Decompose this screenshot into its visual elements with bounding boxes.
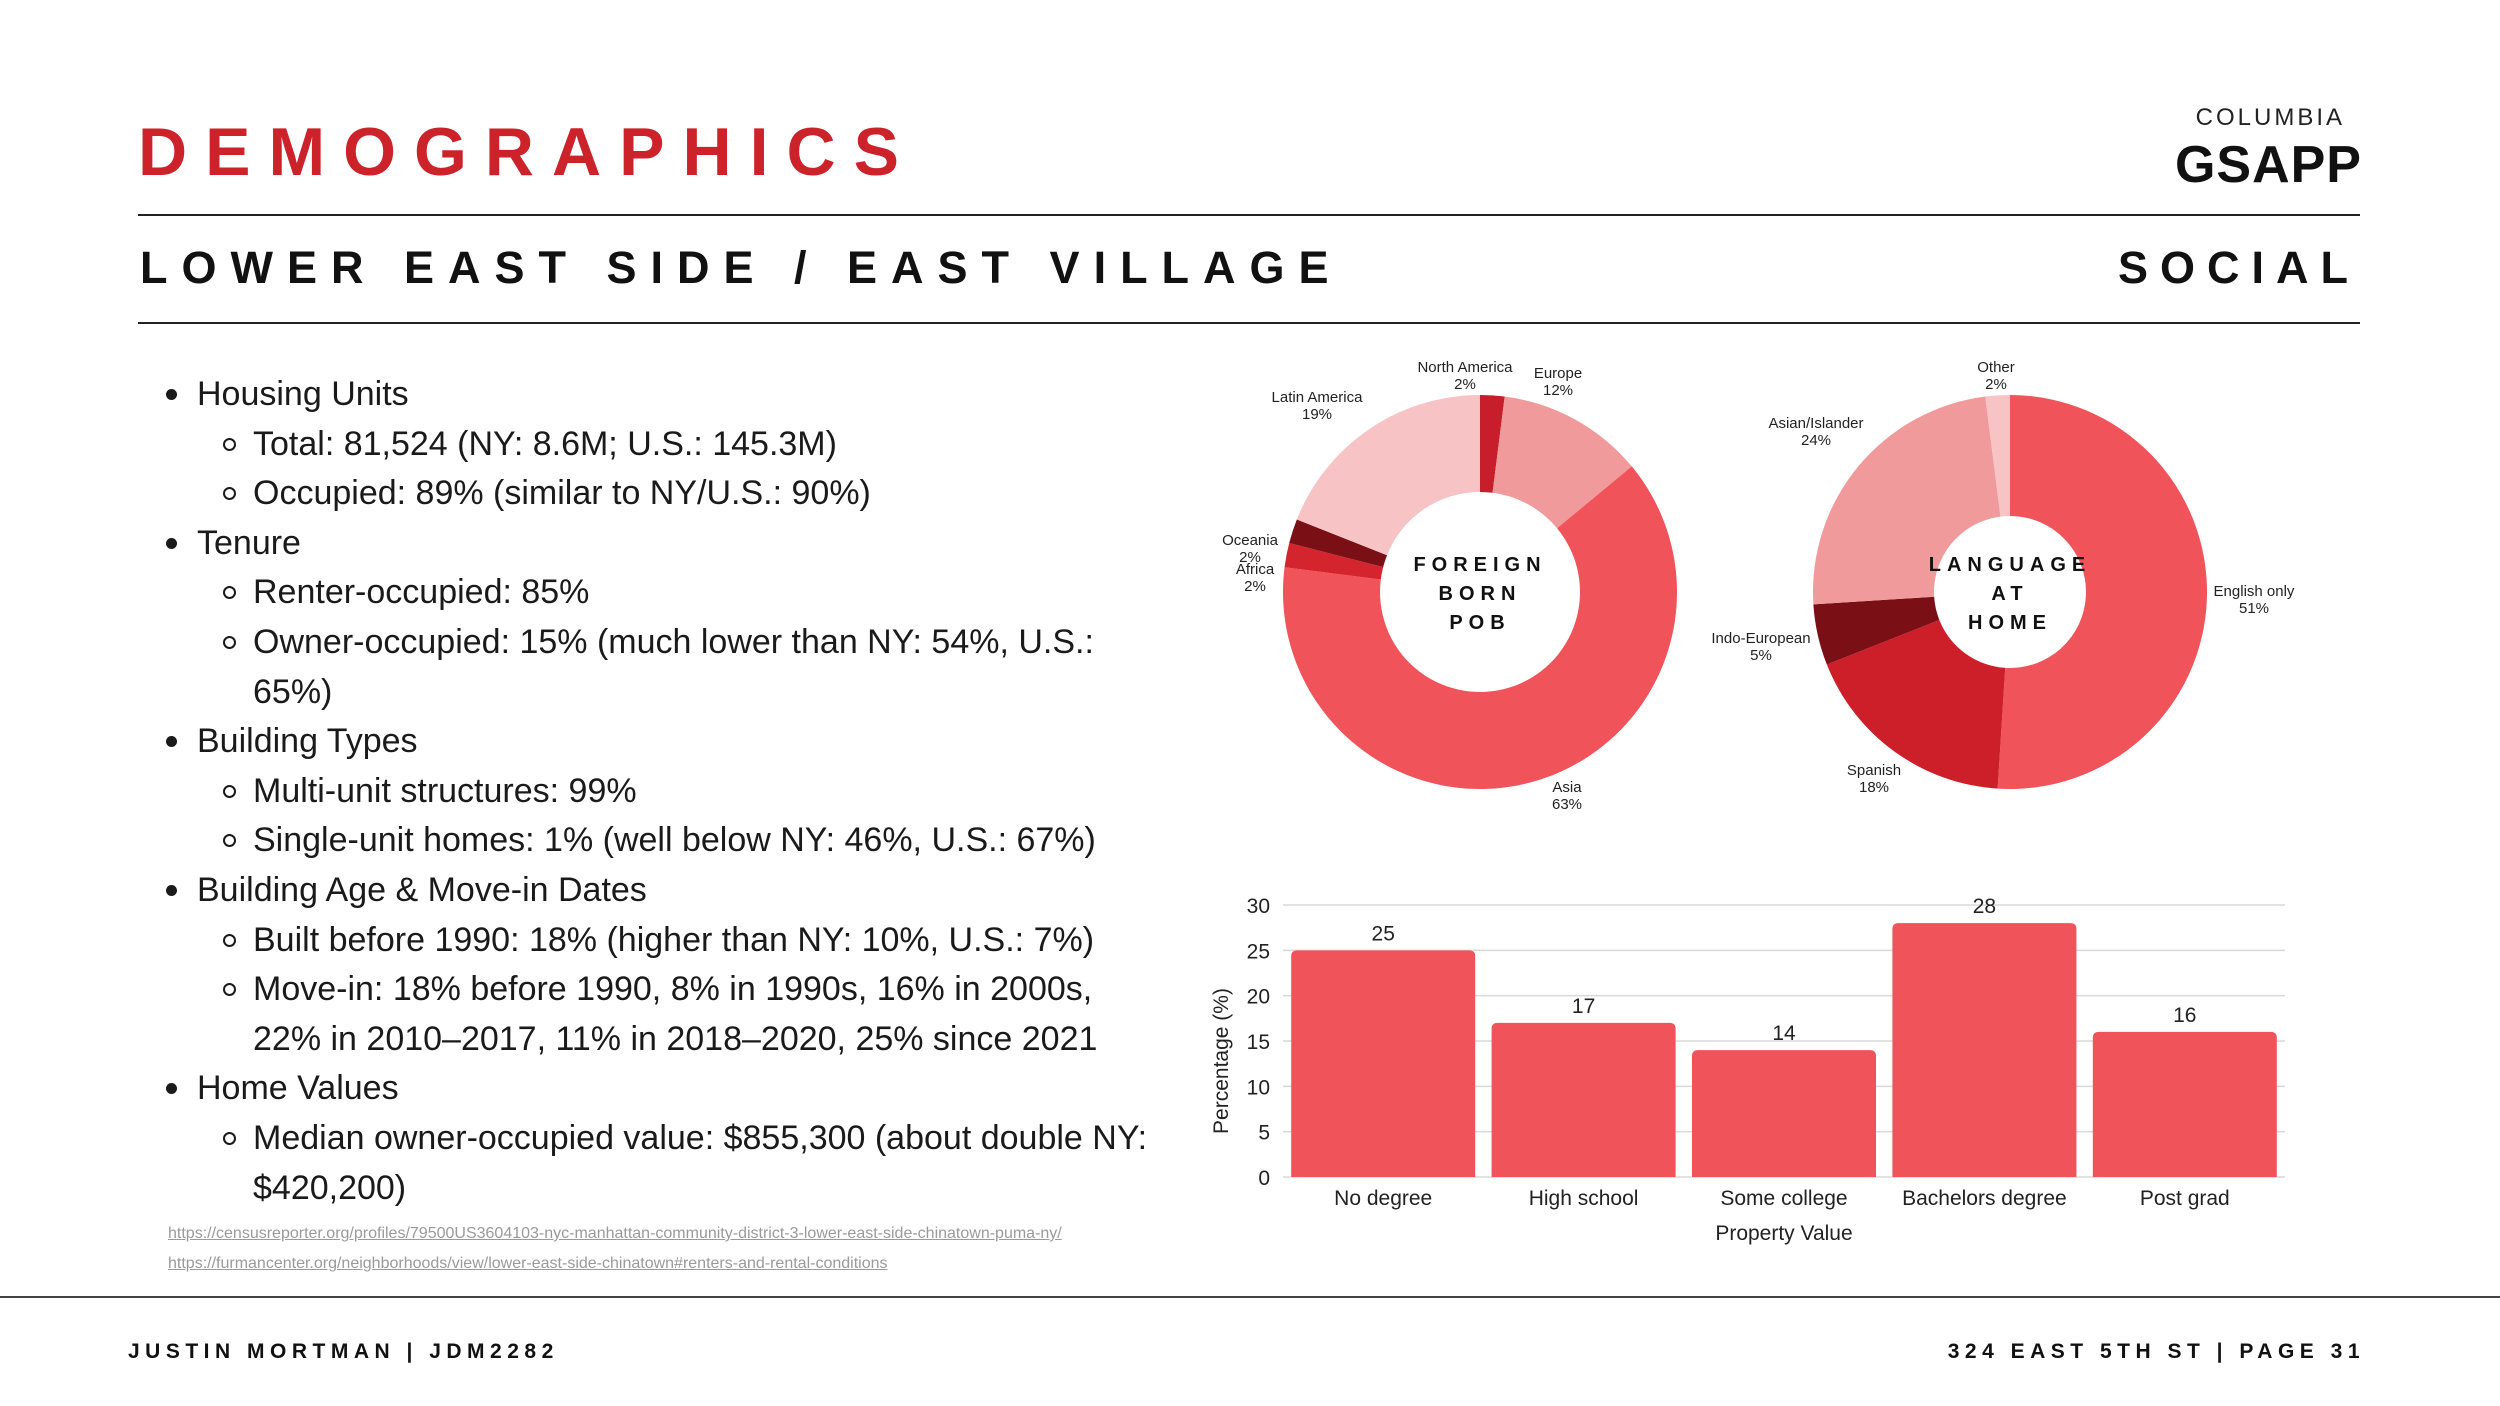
slice-indo-european (1813, 596, 1940, 665)
donut-center-title: HOME (1968, 612, 2052, 634)
slice-other (1985, 395, 2010, 517)
slice-label: English only (2214, 583, 2295, 600)
footer-page-info: 324 EAST 5TH ST | PAGE 31 (1947, 1340, 2365, 1363)
logo-columbia-text: COLUMBIA (2195, 104, 2345, 131)
slice-oceania (1289, 519, 1388, 568)
slice-percent: 63% (1552, 796, 1582, 813)
slice-percent: 19% (1302, 406, 1332, 423)
slice-north-america (1480, 395, 1505, 493)
slice-percent: 18% (1859, 779, 1889, 796)
bar-value-label: 14 (1772, 1022, 1796, 1045)
donut-center-title: POB (1449, 612, 1510, 634)
bar-value-label: 17 (1572, 995, 1595, 1018)
page-title: DEMOGRAPHICS (138, 114, 917, 190)
slice-percent: 51% (2239, 600, 2269, 617)
bar-post-grad (2092, 1031, 2277, 1177)
x-axis-label: Property Value (1715, 1222, 1852, 1245)
subtitle-divider (138, 322, 2360, 324)
donut-center-title: FOREIGN (1413, 554, 1546, 576)
slice-label: Africa (1236, 561, 1275, 578)
slice-percent: 2% (1454, 376, 1476, 393)
footer-author: JUSTIN MORTMAN | JDM2282 (128, 1340, 559, 1363)
slice-percent: 2% (1985, 376, 2007, 393)
footer-divider (0, 1296, 2500, 1298)
y-tick-label: 5 (1258, 1122, 1270, 1145)
slice-label: Spanish (1847, 762, 1901, 779)
y-tick-label: 30 (1247, 895, 1270, 918)
sub-bullet-item: Occupied: 89% (similar to NY/U.S.: 90%) (162, 469, 1162, 519)
bar-high-school (1491, 1022, 1676, 1177)
slice-label: Asian/Islander (1768, 415, 1863, 432)
slice-label: Indo-European (1711, 630, 1810, 647)
slice-label: Other (1977, 359, 2015, 376)
slice-english-only (1997, 395, 2208, 789)
y-tick-label: 0 (1258, 1167, 1270, 1190)
sub-bullet-item: Total: 81,524 (NY: 8.6M; U.S.: 145.3M) (162, 420, 1162, 470)
slice-label: North America (1417, 359, 1513, 376)
bullet-item: Building Types (162, 717, 1162, 767)
bar-value-label: 25 (1372, 922, 1395, 945)
logo-gsapp: GSAPP (2174, 136, 2362, 194)
source-link-furmancenter[interactable]: https://furmancenter.org/neighborhoods/v… (168, 1255, 888, 1272)
slice-label: Oceania (1222, 532, 1279, 549)
sub-bullet-item: Move-in: 18% before 1990, 8% in 1990s, 1… (162, 965, 1162, 1064)
bar-no-degree (1291, 950, 1476, 1177)
slice-label: Europe (1534, 365, 1582, 382)
sub-bullet-item: Renter-occupied: 85% (162, 568, 1162, 618)
slice-africa (1284, 543, 1384, 580)
slice-europe (1492, 396, 1632, 529)
bullet-item: Tenure (162, 519, 1162, 569)
bar-chart-education: 0 5 10 15 20 25 30 25 No degree 17 High school 14 So… (1210, 895, 2285, 1245)
x-tick-label: Post grad (2140, 1187, 2230, 1210)
bullet-item: Building Age & Move-in Dates (162, 866, 1162, 916)
y-tick-label: 25 (1247, 940, 1270, 963)
x-tick-label: Bachelors degree (1902, 1187, 2067, 1210)
donut-center-title: BORN (1439, 583, 1522, 605)
header-divider (138, 214, 2360, 216)
y-tick-label: 10 (1247, 1076, 1270, 1099)
x-tick-label: High school (1529, 1187, 1639, 1210)
source-link-censusreporter[interactable]: https://censusreporter.org/profiles/7950… (168, 1225, 1062, 1242)
bullet-item: Housing Units (162, 370, 1162, 420)
sub-bullet-item: Owner-occupied: 15% (much lower than NY:… (162, 618, 1162, 717)
sub-bullet-item: Multi-unit structures: 99% (162, 767, 1162, 817)
y-tick-label: 20 (1247, 986, 1270, 1009)
slice-percent: 2% (1239, 549, 1261, 566)
donut-foreign-born: North America2%Europe12%Asia63%Africa2%O… (1222, 359, 1677, 813)
donut-center-title: AT (1991, 583, 2028, 605)
donut-center-title: LANGUAGE (1929, 554, 2091, 576)
y-axis-label: Percentage (%) (1210, 988, 1233, 1134)
page-subtitle: LOWER EAST SIDE / EAST VILLAGE (140, 242, 1343, 293)
slice-asian-islander (1813, 396, 2001, 605)
y-tick-label: 15 (1247, 1031, 1270, 1054)
bar-bachelors-degree (1892, 923, 2077, 1177)
bar-some-college (1692, 1050, 1876, 1177)
x-tick-label: No degree (1334, 1187, 1432, 1210)
section-label: SOCIAL (2117, 242, 2360, 293)
bullet-item: Home Values (162, 1064, 1162, 1114)
bullet-list: Housing Units Total: 81,524 (NY: 8.6M; U… (162, 370, 1162, 1213)
bar-value-label: 28 (1973, 895, 1996, 918)
slice-latin-america (1296, 395, 1480, 556)
slice-percent: 24% (1801, 432, 1831, 449)
slice-label: Asia (1552, 779, 1582, 796)
slice-label: Latin America (1272, 389, 1364, 406)
slice-percent: 5% (1750, 647, 1772, 664)
slice-spanish (1826, 619, 2006, 789)
sub-bullet-item: Single-unit homes: 1% (well below NY: 46… (162, 816, 1162, 866)
slice-percent: 12% (1543, 382, 1573, 399)
x-tick-label: Some college (1720, 1187, 1847, 1210)
slice-percent: 2% (1244, 578, 1266, 595)
sub-bullet-item: Built before 1990: 18% (higher than NY: … (162, 916, 1162, 966)
bar-value-label: 16 (2173, 1004, 2196, 1027)
slice-asia (1283, 466, 1677, 789)
sub-bullet-item: Median owner-occupied value: $855,300 (a… (162, 1114, 1162, 1213)
